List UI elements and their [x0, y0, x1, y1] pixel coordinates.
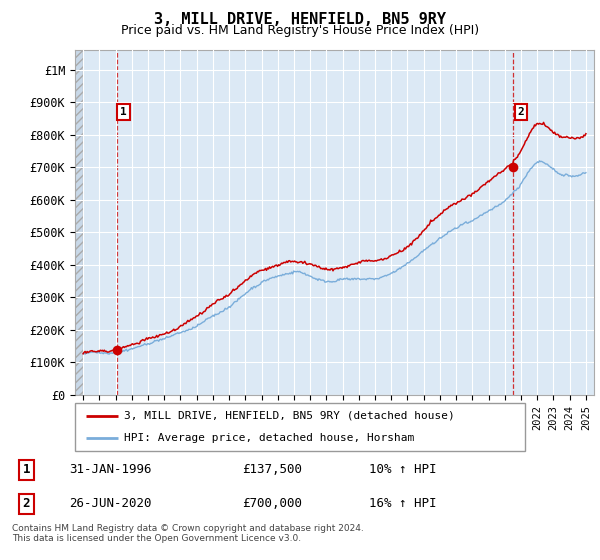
- Text: 10% ↑ HPI: 10% ↑ HPI: [369, 463, 437, 476]
- Text: £137,500: £137,500: [242, 463, 302, 476]
- Text: 3, MILL DRIVE, HENFIELD, BN5 9RY (detached house): 3, MILL DRIVE, HENFIELD, BN5 9RY (detach…: [125, 410, 455, 421]
- Text: 1: 1: [120, 107, 127, 117]
- Text: 31-JAN-1996: 31-JAN-1996: [70, 463, 152, 476]
- Text: 16% ↑ HPI: 16% ↑ HPI: [369, 497, 437, 510]
- Text: 1: 1: [23, 463, 30, 476]
- FancyBboxPatch shape: [75, 403, 525, 451]
- Text: 2: 2: [518, 107, 524, 117]
- Text: 26-JUN-2020: 26-JUN-2020: [70, 497, 152, 510]
- Text: Price paid vs. HM Land Registry's House Price Index (HPI): Price paid vs. HM Land Registry's House …: [121, 24, 479, 36]
- Text: Contains HM Land Registry data © Crown copyright and database right 2024.
This d: Contains HM Land Registry data © Crown c…: [12, 524, 364, 543]
- Text: 2: 2: [23, 497, 30, 510]
- Text: £700,000: £700,000: [242, 497, 302, 510]
- Text: 3, MILL DRIVE, HENFIELD, BN5 9RY: 3, MILL DRIVE, HENFIELD, BN5 9RY: [154, 12, 446, 27]
- Text: HPI: Average price, detached house, Horsham: HPI: Average price, detached house, Hors…: [125, 433, 415, 444]
